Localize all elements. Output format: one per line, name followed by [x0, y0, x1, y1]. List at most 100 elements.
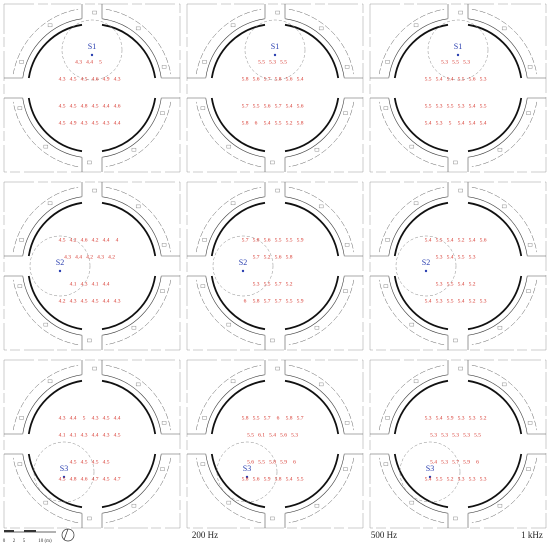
level-value: 5.5: [275, 237, 282, 243]
level-value: 5.4: [425, 120, 432, 126]
level-value: 5.5: [458, 254, 465, 260]
room-detail: [383, 284, 389, 288]
level-value: 5.4: [469, 120, 476, 126]
inner-ring: [284, 23, 340, 79]
outer-ring: [471, 364, 538, 431]
room-detail: [92, 366, 97, 371]
level-value: 5.3: [469, 254, 476, 260]
room-detail: [413, 201, 419, 206]
level-value: 4.3: [70, 298, 77, 304]
inner-ring: [101, 275, 157, 331]
room-detail: [160, 111, 165, 115]
scale-label: 2: [13, 539, 16, 544]
room-detail: [409, 500, 415, 505]
level-value: 5.6: [247, 459, 254, 465]
room-detail: [161, 243, 167, 247]
level-value: 6: [255, 120, 258, 126]
room-detail: [135, 382, 141, 387]
level-value: 5.5: [297, 476, 304, 482]
room-detail: [501, 26, 507, 31]
level-value: 4.5: [92, 120, 99, 126]
level-value: 4.3: [103, 432, 110, 438]
level-value: 5.4: [264, 120, 271, 126]
room-detail: [87, 516, 92, 521]
level-value: 5.3: [480, 476, 487, 482]
level-value: 5.3: [441, 432, 448, 438]
level-value: 4.4: [92, 432, 99, 438]
room-detail: [343, 467, 348, 471]
column-label: 500 Hz: [371, 530, 397, 540]
room-detail: [270, 338, 275, 343]
room-detail: [200, 284, 206, 288]
room-detail: [200, 106, 206, 110]
inner-ring: [467, 201, 523, 257]
level-value: 4.5: [81, 298, 88, 304]
level-value: 5.5: [280, 59, 287, 65]
mid-ring: [101, 18, 162, 79]
level-value: 4.3: [59, 76, 66, 82]
inner-ring: [393, 23, 449, 79]
level-value: 5.2: [469, 281, 476, 287]
inner-ring: [27, 97, 83, 153]
mid-ring: [467, 275, 528, 336]
source-radius: [395, 235, 457, 297]
mid-ring: [205, 275, 266, 336]
inner-ring: [27, 453, 83, 509]
room-detail: [497, 325, 503, 330]
level-value: 5.4: [447, 254, 454, 260]
room-detail: [501, 382, 507, 387]
level-value: 5.5: [286, 237, 293, 243]
outer-ring: [105, 186, 172, 253]
level-value: 4.3: [114, 298, 121, 304]
room-detail: [131, 503, 137, 508]
room-detail: [135, 204, 141, 209]
outer-ring: [12, 186, 79, 253]
level-value: 4.5: [114, 432, 121, 438]
room-detail: [275, 188, 280, 193]
room-detail: [87, 160, 92, 165]
floor-plan-panel: S1 5.5 5.3 5.5 5.8 5.6 5.7 5.8 5.6 5.4 5.7 5.5 5.6 5.…: [186, 3, 364, 173]
level-value: 5.2: [458, 237, 465, 243]
level-value: 5.2: [480, 415, 487, 421]
room-detail: [202, 238, 207, 242]
level-value: 4.5: [92, 298, 99, 304]
mid-ring: [101, 374, 162, 435]
mid-ring: [467, 196, 528, 257]
mid-ring: [388, 97, 449, 158]
level-value: 5.8: [297, 120, 304, 126]
level-value: 5.3: [458, 103, 465, 109]
mid-ring: [205, 374, 266, 435]
room-detail: [318, 26, 324, 31]
source-radius: [61, 19, 123, 81]
outer-ring: [12, 364, 79, 431]
room-detail: [47, 201, 53, 206]
outer-ring: [288, 364, 355, 431]
level-value: 4.5: [70, 103, 77, 109]
room-detail: [270, 516, 275, 521]
mid-ring: [467, 18, 528, 79]
level-value: 5.4: [269, 432, 276, 438]
level-value: 5.4: [458, 281, 465, 287]
level-value: 4.5: [59, 120, 66, 126]
source-point: [58, 269, 62, 273]
source-point: [424, 269, 428, 273]
level-value: 4.5: [70, 76, 77, 82]
room-detail: [275, 366, 280, 371]
room-detail: [526, 467, 531, 471]
level-value: 5.3: [458, 415, 465, 421]
level-value: 5.3: [452, 432, 459, 438]
outer-ring: [195, 457, 262, 524]
room-detail: [202, 416, 207, 420]
outer-wall: [186, 3, 364, 173]
outer-ring: [195, 8, 262, 75]
inner-ring: [467, 275, 523, 331]
room-detail: [527, 421, 533, 425]
source-radius: [399, 441, 461, 503]
level-value: 4.6: [114, 103, 121, 109]
mid-ring: [101, 196, 162, 257]
level-value: 5.4: [447, 76, 454, 82]
source-radius: [244, 19, 306, 81]
level-value: 4.4: [103, 281, 110, 287]
level-value: 6: [293, 459, 296, 465]
level-value: 6: [244, 298, 247, 304]
